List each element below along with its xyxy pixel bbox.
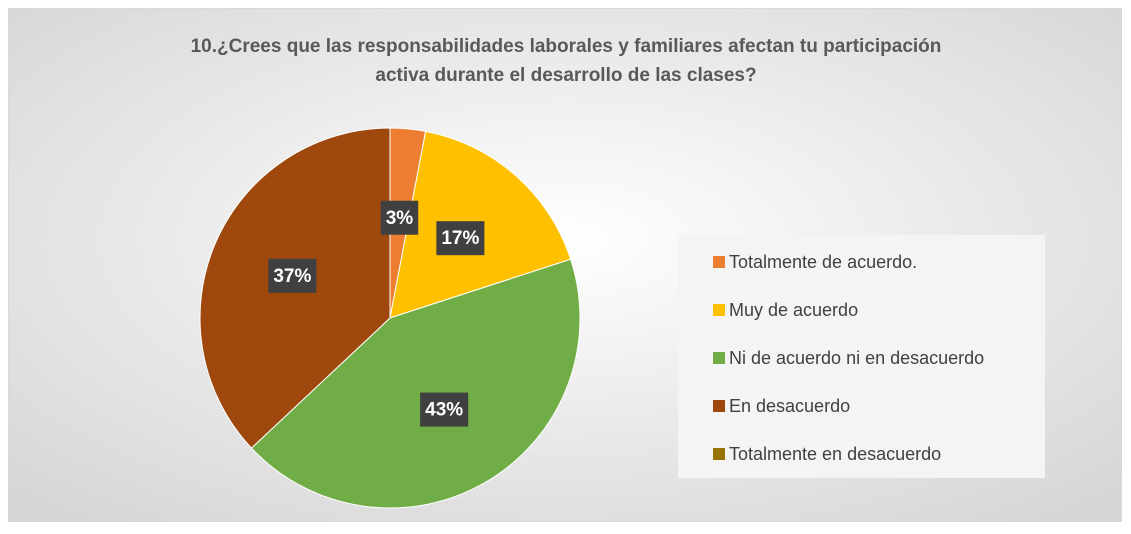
legend-label: Totalmente de acuerdo.: [729, 252, 917, 272]
legend-box: [678, 235, 1045, 478]
chart-title: 10.¿Crees que las responsabilidades labo…: [191, 36, 942, 86]
legend-swatch: [713, 448, 725, 460]
legend-swatch: [713, 304, 725, 316]
pie-slice: [250, 258, 581, 509]
data-label: 3%: [380, 200, 419, 235]
legend-swatch: [713, 352, 725, 364]
legend-label: En desacuerdo: [729, 396, 850, 416]
data-label-box: [380, 200, 419, 235]
data-label-text: 3%: [386, 208, 414, 229]
data-label-text: 37%: [273, 266, 311, 287]
legend-label: Totalmente en desacuerdo: [729, 444, 941, 464]
legend-swatch: [713, 400, 725, 412]
data-label-box: [268, 258, 317, 293]
data-label: 37%: [268, 258, 317, 293]
data-label-text: 17%: [441, 228, 479, 249]
data-label-box: [420, 392, 469, 427]
data-label-box: [436, 221, 485, 256]
data-label: 17%: [436, 221, 485, 256]
data-label: 43%: [420, 392, 469, 427]
data-label-text: 43%: [425, 400, 463, 421]
legend-swatch: [713, 256, 725, 268]
legend-label: Muy de acuerdo: [729, 300, 858, 320]
legend-label: Ni de acuerdo ni en desacuerdo: [729, 348, 984, 368]
